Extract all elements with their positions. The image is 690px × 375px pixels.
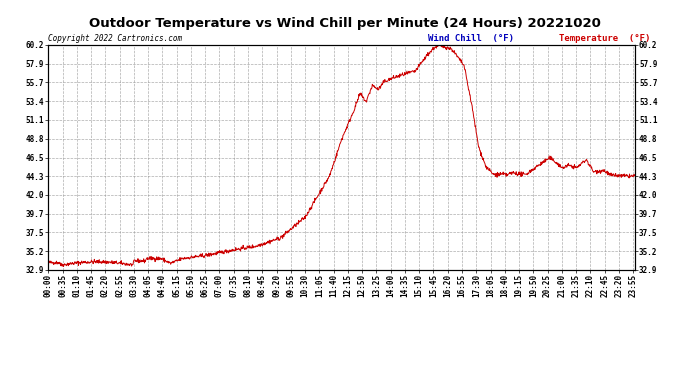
Text: Outdoor Temperature vs Wind Chill per Minute (24 Hours) 20221020: Outdoor Temperature vs Wind Chill per Mi…	[89, 17, 601, 30]
Text: Temperature  (°F): Temperature (°F)	[559, 34, 650, 43]
Text: Wind Chill  (°F): Wind Chill (°F)	[428, 34, 514, 43]
Text: Copyright 2022 Cartronics.com: Copyright 2022 Cartronics.com	[48, 34, 182, 43]
